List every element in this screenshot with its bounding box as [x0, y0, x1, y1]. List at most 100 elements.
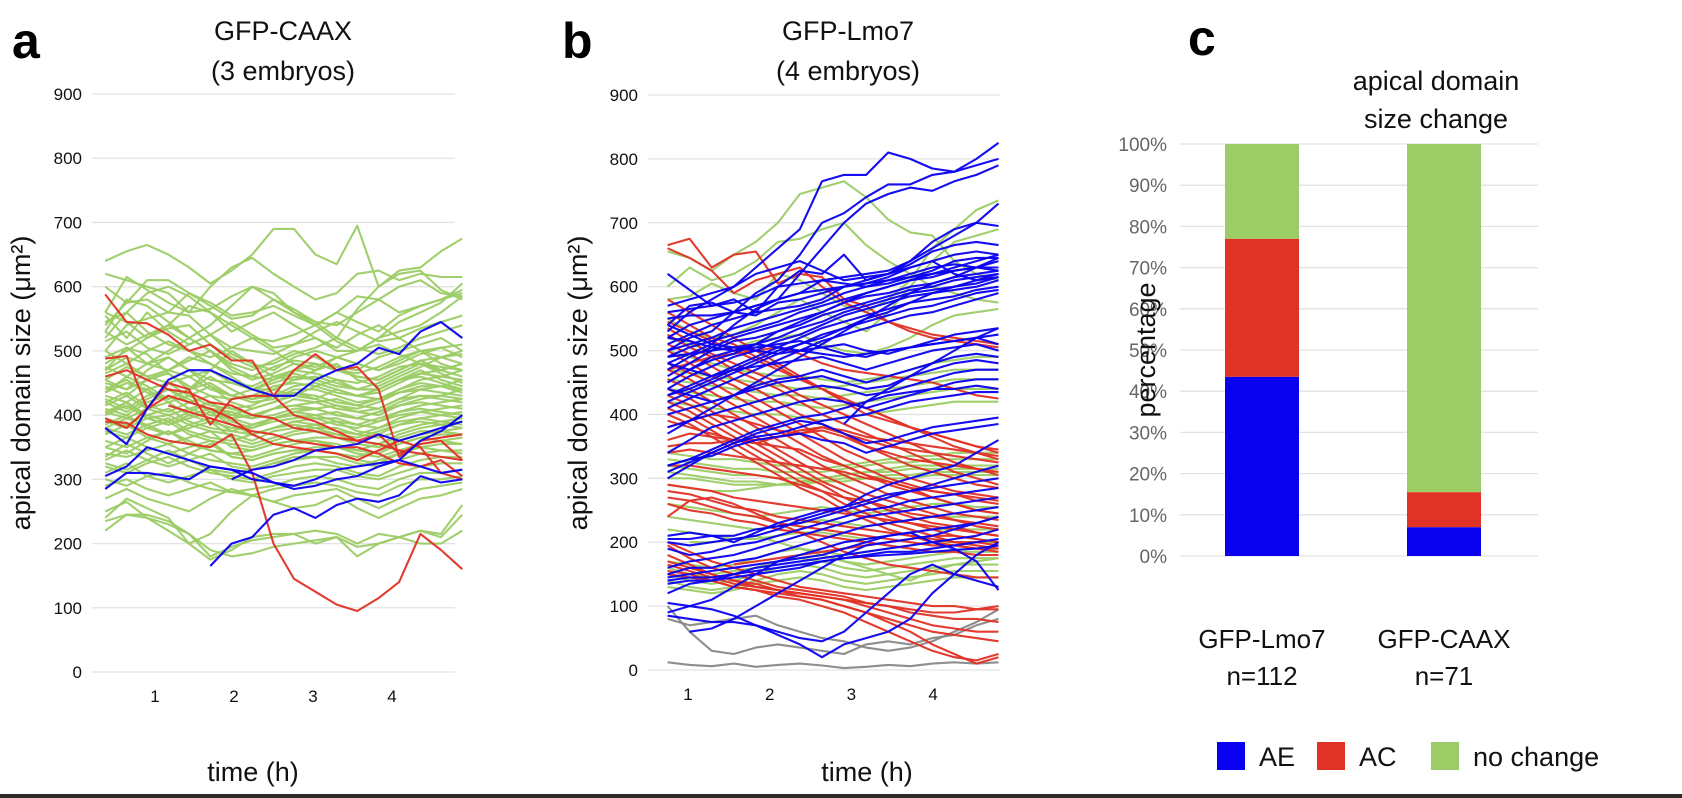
trajectory-no-change — [104, 487, 463, 545]
trajectory-AE — [667, 416, 999, 473]
trajectory-AE — [667, 253, 999, 384]
y-tick-label: 900 — [54, 85, 82, 104]
trajectory-no-change — [104, 282, 464, 352]
trajectory-AE — [667, 343, 999, 378]
trajectory-no-change — [104, 346, 463, 391]
trajectory-no-change — [104, 449, 463, 471]
trajectory-other — [667, 661, 999, 670]
panel-b: b GFP-Lmo7 (4 embryos) 0 100 200 300 400 500 6… — [562, 13, 1000, 787]
trajectory-AE — [104, 414, 463, 491]
bar-segment-AE — [1225, 376, 1299, 556]
trajectory-AE — [667, 531, 1000, 614]
y-tick-label: 400 — [610, 405, 638, 424]
trajectory-AE — [667, 506, 999, 576]
trajectory-AC — [667, 387, 999, 531]
panel-a-x-axis-label: time (h) — [207, 757, 299, 787]
trajectory-AE — [667, 272, 999, 397]
trajectory-AE — [209, 475, 463, 567]
panel-b-y-ticks: 0 100 200 300 400 500 600 700 800 900 — [610, 86, 638, 680]
panel-c-category-labels: GFP-Lmo7 n=112 GFP-CAAX n=71 — [1198, 624, 1510, 691]
trajectory-no-change — [104, 430, 463, 455]
x-tick-label: 1 — [683, 685, 692, 704]
trajectory-AC — [104, 293, 463, 458]
panel-a-y-ticks: 0 100 200 300 400 500 600 700 800 900 — [54, 85, 82, 682]
trajectory-no-change — [667, 378, 999, 400]
trajectory-no-change — [104, 462, 463, 484]
panel-letter-a: a — [12, 13, 41, 69]
y-tick-label: 10% — [1129, 506, 1167, 527]
trajectory-AE — [667, 266, 999, 320]
trajectory-AE — [667, 528, 999, 582]
panel-a: a GFP-CAAX (3 embryos) 0 100 200 300 400 500 6… — [6, 13, 464, 787]
trajectory-AE — [666, 202, 1000, 314]
panel-c-legend: AE AC no change — [1217, 742, 1599, 772]
y-tick-label: 30% — [1129, 423, 1167, 444]
y-tick-label: 50% — [1129, 341, 1167, 362]
category-label: GFP-CAAX — [1378, 624, 1511, 654]
y-tick-label: 400 — [54, 406, 82, 425]
trajectory-no-change — [667, 387, 999, 410]
trajectory-AC — [666, 496, 999, 579]
y-tick-label: 900 — [610, 86, 638, 105]
trajectory-AE — [689, 515, 999, 633]
legend-label: no change — [1473, 742, 1599, 772]
trajectory-AE — [667, 324, 999, 355]
trajectory-AE — [667, 422, 999, 467]
y-tick-label: 500 — [610, 342, 638, 361]
trajectory-AE — [231, 420, 463, 481]
category-n-label: n=71 — [1415, 661, 1474, 691]
trajectory-no-change — [104, 513, 463, 558]
trajectory-no-change — [104, 256, 463, 314]
trajectory-no-change — [667, 228, 999, 339]
x-tick-label: 4 — [928, 685, 937, 704]
panel-a-x-ticks: 1 2 3 4 — [150, 687, 396, 706]
y-tick-label: 300 — [610, 469, 638, 488]
trajectory-AE — [666, 221, 999, 326]
y-tick-label: 70% — [1129, 259, 1167, 280]
panel-a-y-axis-label: apical domain size (μm²) — [6, 236, 36, 531]
trajectory-no-change — [104, 455, 463, 481]
y-tick-label: 80% — [1129, 217, 1167, 238]
trajectory-AC — [667, 464, 999, 528]
trajectory-AE — [667, 439, 1000, 544]
trajectory-AE — [667, 263, 999, 314]
trajectory-AE — [667, 256, 999, 429]
trajectory-AE — [667, 260, 999, 358]
trajectory-AC — [105, 420, 464, 613]
trajectory-no-change — [104, 224, 463, 288]
panel-b-trajectories — [666, 142, 1000, 670]
bar-segment-AC — [1407, 492, 1481, 528]
bar-segment-AC — [1225, 238, 1299, 377]
panel-b-x-ticks: 1 2 3 4 — [683, 685, 938, 704]
trajectory-AE — [667, 544, 999, 595]
y-tick-label: 0% — [1140, 547, 1168, 568]
y-tick-label: 800 — [54, 149, 82, 168]
y-tick-label: 800 — [610, 150, 638, 169]
trajectory-no-change — [667, 199, 999, 314]
trajectory-no-change — [104, 311, 463, 356]
y-tick-label: 20% — [1129, 465, 1167, 486]
trajectory-AC — [667, 419, 999, 515]
trajectory-no-change — [104, 279, 463, 327]
trajectory-AC — [104, 369, 463, 462]
trajectory-AE — [843, 327, 999, 425]
category-n-label: n=112 — [1226, 661, 1297, 691]
trajectory-AE — [667, 240, 999, 339]
legend-label: AE — [1259, 742, 1295, 772]
legend-swatch-no-change — [1431, 742, 1459, 770]
trajectory-AE — [104, 459, 463, 490]
trajectory-AE — [667, 541, 1000, 659]
panel-c-title-line2: size change — [1364, 104, 1508, 134]
x-tick-label: 2 — [229, 687, 238, 706]
trajectory-no-change — [104, 311, 463, 372]
trajectory-AE — [667, 563, 999, 643]
trajectory-AC — [667, 448, 999, 502]
y-tick-label: 600 — [610, 278, 638, 297]
y-tick-label: 300 — [54, 470, 82, 489]
y-tick-label: 600 — [54, 278, 82, 297]
trajectory-no-change — [104, 285, 463, 343]
trajectory-no-change — [104, 340, 463, 378]
panel-b-title-line1: GFP-Lmo7 — [782, 16, 914, 46]
trajectory-no-change — [104, 324, 463, 368]
